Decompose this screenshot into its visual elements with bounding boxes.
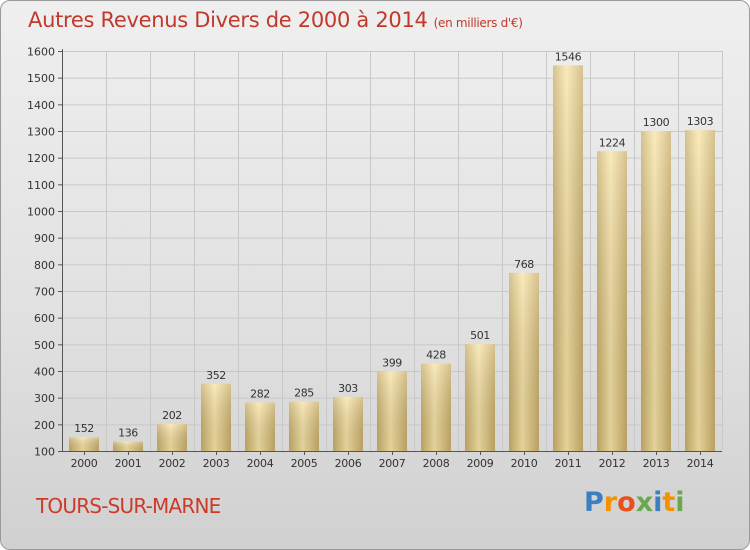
value-label: 303 bbox=[338, 382, 358, 395]
bar-shade bbox=[421, 363, 451, 451]
y-tick-label: 1400 bbox=[27, 99, 55, 112]
bar-shade bbox=[245, 402, 275, 451]
y-tick-label: 1100 bbox=[27, 179, 55, 192]
value-labels: 152 136 202 352 282 285 303 399 428 501 768 1546 122… bbox=[74, 50, 714, 439]
x-tick-label: 2003 bbox=[203, 457, 230, 470]
logo-letter: o bbox=[617, 487, 636, 518]
y-tick-label: 1200 bbox=[27, 152, 55, 165]
bar-shade bbox=[377, 371, 407, 451]
bars bbox=[69, 65, 715, 452]
logo-letter: r bbox=[603, 487, 618, 518]
logo-letter: i bbox=[653, 487, 663, 518]
y-tick-label: 300 bbox=[34, 392, 55, 405]
proxiti-logo: Proxiti bbox=[584, 487, 685, 518]
value-label: 1546 bbox=[555, 50, 582, 63]
logo-letter: t bbox=[662, 487, 676, 518]
bar-shade bbox=[641, 131, 671, 451]
bar-shade bbox=[685, 130, 715, 451]
bar-shade bbox=[201, 383, 231, 451]
chart-title-unit: (en milliers d'€) bbox=[433, 16, 523, 30]
value-label: 1303 bbox=[687, 115, 714, 128]
y-tick-label: 400 bbox=[34, 366, 55, 379]
x-tick-label: 2008 bbox=[423, 457, 450, 470]
value-label: 352 bbox=[206, 369, 226, 382]
logo-letter: x bbox=[635, 487, 654, 518]
x-tick-label: 2011 bbox=[555, 457, 582, 470]
value-label: 136 bbox=[118, 426, 138, 439]
value-label: 399 bbox=[382, 356, 402, 369]
x-tick-label: 2006 bbox=[335, 457, 362, 470]
value-label: 1300 bbox=[643, 116, 670, 129]
x-tick-label: 2007 bbox=[379, 457, 406, 470]
x-tick-label: 2010 bbox=[511, 457, 538, 470]
y-tick-label: 700 bbox=[34, 286, 55, 299]
y-tick-label: 1500 bbox=[27, 72, 55, 85]
x-tick-label: 2012 bbox=[599, 457, 626, 470]
y-tick-label: 1600 bbox=[27, 46, 55, 59]
y-tick-label: 900 bbox=[34, 232, 55, 245]
bar-shade bbox=[69, 437, 99, 451]
x-tick-label: 2014 bbox=[687, 457, 714, 470]
x-tick-label: 2004 bbox=[247, 457, 274, 470]
y-tick-label: 600 bbox=[34, 312, 55, 325]
y-tick-label: 200 bbox=[34, 419, 55, 432]
bar-shade bbox=[289, 401, 319, 451]
bar-shade bbox=[333, 396, 363, 451]
y-tick-labels: 100 200 300 400 500 600 700 800 900 1000 1100 1200 1… bbox=[27, 46, 55, 459]
logo-letter: P bbox=[584, 487, 604, 518]
y-tick-label: 500 bbox=[34, 339, 55, 352]
y-tick-label: 100 bbox=[34, 446, 55, 459]
value-label: 768 bbox=[514, 258, 534, 271]
value-label: 202 bbox=[162, 409, 182, 422]
value-label: 152 bbox=[74, 422, 94, 435]
y-tick-label: 1300 bbox=[27, 126, 55, 139]
bar-shade bbox=[553, 65, 583, 452]
bar-shade bbox=[113, 441, 143, 451]
y-tick-label: 1000 bbox=[27, 206, 55, 219]
chart-title: Autres Revenus Divers de 2000 à 2014 (en … bbox=[28, 8, 523, 32]
value-label: 282 bbox=[250, 387, 270, 400]
value-label: 285 bbox=[294, 387, 314, 400]
x-tick-label: 2001 bbox=[115, 457, 142, 470]
value-label: 428 bbox=[426, 349, 446, 362]
x-tick-labels: 2000 2001 2002 2003 2004 2005 2006 2007 2008 2009… bbox=[71, 457, 714, 470]
axes bbox=[58, 49, 722, 455]
bar-shade bbox=[157, 423, 187, 451]
value-label: 501 bbox=[470, 329, 490, 342]
place-name: TOURS-SUR-MARNE bbox=[36, 494, 221, 518]
chart-title-text: Autres Revenus Divers de 2000 à 2014 bbox=[28, 8, 428, 32]
logo-letter: i bbox=[675, 487, 685, 518]
bar-shade bbox=[509, 272, 539, 451]
value-label: 1224 bbox=[599, 136, 626, 149]
x-tick-label: 2005 bbox=[291, 457, 318, 470]
x-tick-label: 2000 bbox=[71, 457, 98, 470]
x-tick-label: 2013 bbox=[643, 457, 670, 470]
y-tick-label: 800 bbox=[34, 259, 55, 272]
x-tick-label: 2002 bbox=[159, 457, 186, 470]
bar-shade bbox=[597, 151, 627, 451]
x-tick-label: 2009 bbox=[467, 457, 494, 470]
bar-shade bbox=[465, 344, 495, 451]
